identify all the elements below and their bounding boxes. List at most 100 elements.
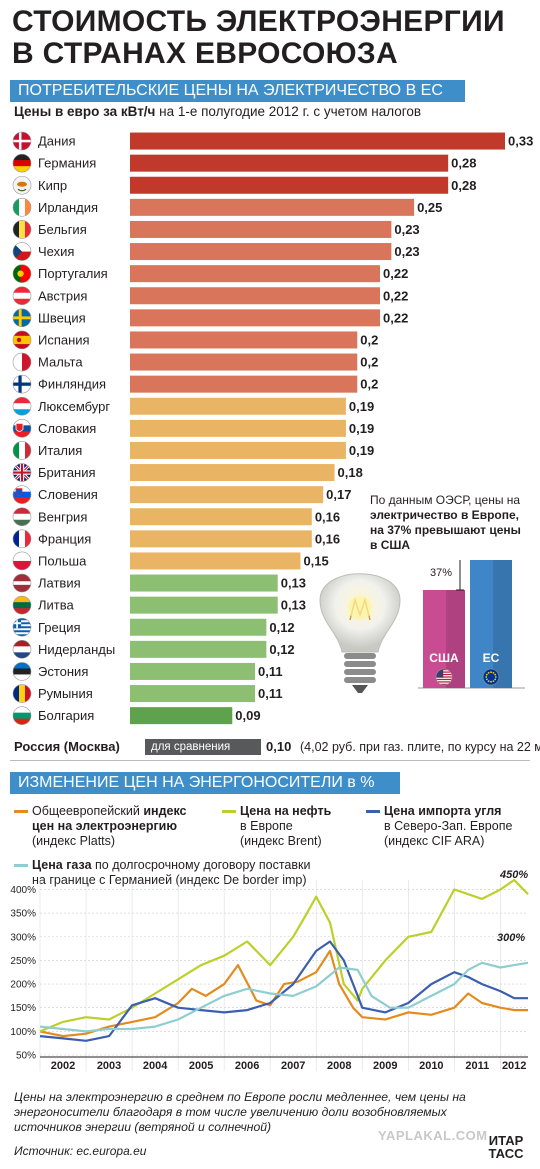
series-line [39, 878, 529, 1033]
flag-part [492, 680, 495, 683]
x-tick-label: 2005 [189, 1060, 213, 1072]
flag-part [13, 491, 31, 498]
legend-oil-l2: в Европе [240, 819, 293, 833]
country-label: Эстония [38, 664, 88, 679]
footnote-l3: источников энергии (ветряной и солнечной… [14, 1120, 272, 1134]
flag-part [19, 529, 26, 548]
bulb-thread [344, 653, 376, 659]
subtitle-rest: на 1-е полугодие 2012 г. с учетом налого… [155, 104, 422, 119]
russia-comparison: Россия (Москва) для сравнения 0,10 (4,02… [14, 737, 540, 757]
bar-row: Британия 0,18 [12, 463, 363, 482]
legend-el-l1b: индекс [143, 804, 187, 818]
flag-ring [12, 131, 32, 151]
bar [130, 331, 358, 349]
footnote-l2: энергоносители благодаря в том числе уве… [14, 1105, 447, 1119]
flag-part [13, 242, 31, 252]
flag-part [13, 646, 31, 653]
flag-part [19, 220, 26, 239]
flag-part [436, 673, 452, 676]
flag-ring [12, 286, 32, 306]
bar [130, 265, 380, 283]
legend-gas-l1b: по долгосрочному договору поставки [91, 858, 311, 872]
flag-part [13, 684, 20, 703]
bar-row: Румыния 0,11 [12, 684, 283, 703]
bar-row: Люксембург 0,19 [12, 396, 374, 416]
price-bar-chart: Дания 0,33 Германия 0,28 Кипр 0,28 Ирландия 0,2… [12, 131, 533, 725]
y-tick-label: 100% [10, 1027, 36, 1038]
bar-row: Франция 0,16 [12, 529, 340, 549]
value-label: 0,22 [383, 310, 408, 325]
series-line [39, 961, 529, 1033]
bar [130, 685, 255, 703]
flag-gr-icon [13, 618, 31, 637]
bar-row: Германия 0,28 [12, 153, 476, 173]
value-label: 0,2 [360, 355, 378, 370]
legend-gas-l2: на границе с Германией (индекс De border… [32, 873, 307, 887]
legend-el-l3: (индекс Platts) [32, 834, 116, 848]
value-label: 0,09 [235, 708, 260, 723]
flag-part [13, 620, 31, 623]
flag-part [494, 676, 497, 678]
flag-part [13, 718, 31, 725]
page-title: СТОИМОСТЬ ЭЛЕКТРОЭНЕРГИИ В СТРАНАХ ЕВРОС… [12, 6, 532, 70]
flag-part [13, 560, 31, 570]
country-label: Румыния [38, 686, 93, 701]
flag-nl-icon [13, 640, 31, 659]
value-label: 0,22 [383, 288, 408, 303]
flag-ring [12, 308, 32, 328]
oecd-text-4: в США [370, 538, 411, 552]
flag-dk-icon [13, 132, 31, 151]
agency-itar: ИТАР [488, 1133, 524, 1148]
bar [130, 530, 312, 548]
country-label: Кипр [38, 178, 67, 193]
flag-ring [12, 264, 32, 283]
flag-fr-icon [13, 529, 31, 548]
flag-part [13, 139, 31, 143]
flag-si-icon [13, 485, 31, 504]
legend-coal-l1: Цена импорта угля [384, 804, 502, 818]
usaeu-bar-group: ЕС [470, 560, 512, 688]
flag-ring [12, 198, 32, 217]
flag-part [436, 671, 452, 673]
value-label: 0,2 [360, 332, 378, 347]
flag-part [490, 671, 492, 674]
pct-label: 37% [430, 567, 452, 579]
value-label: 0,19 [349, 421, 374, 436]
bar [130, 707, 233, 725]
flag-part [25, 198, 31, 217]
flag-part [13, 431, 31, 438]
flag-mt-icon [13, 353, 31, 372]
flag-part [13, 220, 20, 239]
flag-es-icon [13, 330, 31, 349]
flag-part [487, 671, 490, 674]
flag-part [13, 242, 22, 261]
flag-part [436, 669, 444, 678]
flag-lt-icon [13, 596, 31, 615]
flag-part [13, 519, 31, 526]
flag-part [13, 397, 31, 404]
flag-ring [482, 668, 500, 686]
flag-part [25, 220, 31, 239]
flag-part [483, 669, 499, 685]
value-label: 0,12 [269, 620, 294, 635]
series-line [39, 940, 528, 1042]
bar [130, 618, 267, 636]
legend-gas-l1a: Цена газа [32, 858, 92, 872]
flag-part [16, 337, 22, 343]
bar-row: Бельгия 0,23 [12, 220, 420, 239]
legend-swatch-orange [14, 810, 28, 813]
divider [10, 760, 530, 761]
bar [130, 132, 505, 150]
value-label: 0,2 [360, 377, 378, 392]
flag-ring [12, 153, 32, 173]
flag-ring [12, 485, 32, 504]
y-tick-label: 300% [10, 932, 36, 943]
x-tick-label: 2009 [373, 1060, 397, 1072]
flag-part [25, 441, 31, 460]
value-label: 0,18 [338, 465, 363, 480]
flag-part [25, 529, 31, 548]
bar-row: Австрия 0,22 [12, 286, 408, 306]
flag-part [13, 652, 31, 659]
flag-part [436, 678, 452, 681]
bar [130, 353, 358, 371]
